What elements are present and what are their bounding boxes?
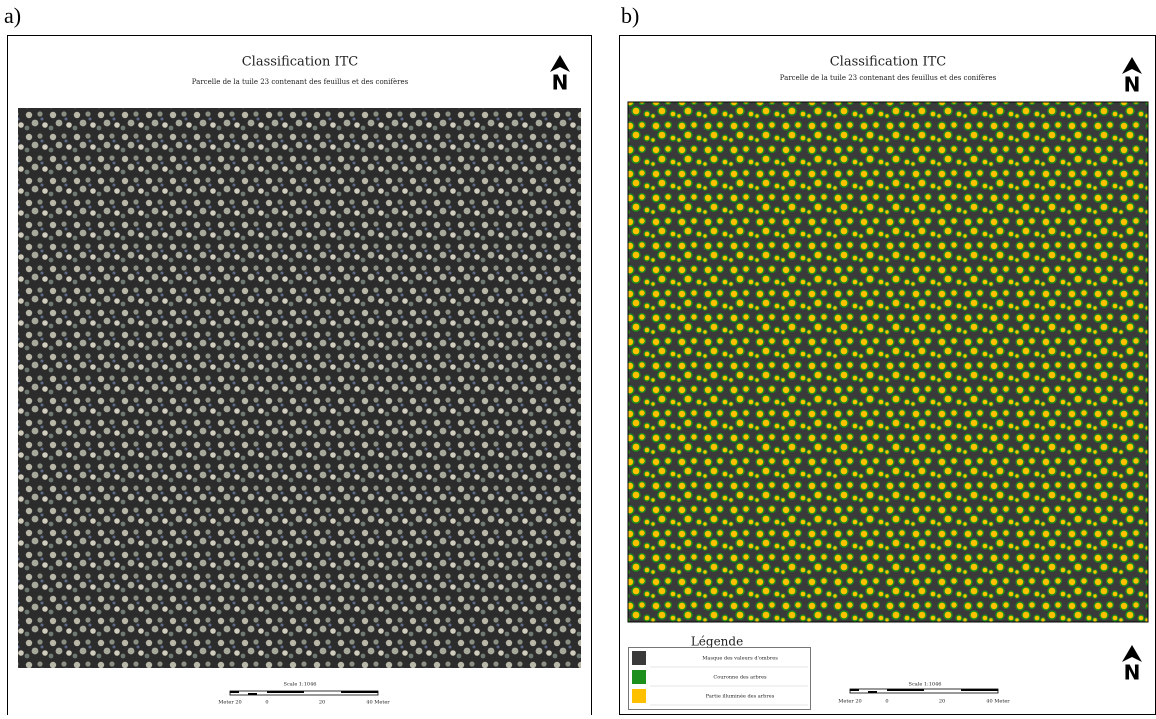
scale-label: Scale 1:1046 bbox=[909, 682, 942, 688]
scale-tick: 0 bbox=[885, 699, 888, 705]
north-label: N bbox=[552, 71, 569, 95]
figure: a) Classification ITC Parcelle de la tui… bbox=[0, 0, 1156, 715]
map-subtitle: Parcelle de la tuile 23 contenant des fe… bbox=[780, 74, 997, 82]
panel-label: b) bbox=[621, 3, 639, 28]
legend-swatch bbox=[632, 689, 646, 703]
north-label: N bbox=[1124, 73, 1141, 97]
legend-label: Partie illuminée des arbres bbox=[706, 693, 775, 700]
scale-tick: 20 bbox=[939, 699, 945, 705]
scale-tick: Meter 20 bbox=[838, 699, 861, 705]
legend-label: Masque des valeurs d'ombres bbox=[702, 656, 778, 662]
scale-tick: 40 Meter bbox=[986, 699, 1010, 705]
scale-bar bbox=[850, 689, 998, 693]
legend-label: Couronne des arbres bbox=[713, 675, 767, 681]
legend-title: Légende bbox=[691, 635, 743, 649]
legend-swatch bbox=[632, 670, 646, 684]
map-title: Classification ITC bbox=[242, 55, 359, 70]
legend-swatch bbox=[632, 651, 646, 665]
north-label: N bbox=[1124, 661, 1141, 685]
aerial-image bbox=[18, 108, 581, 668]
scale-tick: 40 Meter bbox=[366, 700, 390, 706]
scale-tick: 0 bbox=[265, 700, 268, 706]
map-title: Classification ITC bbox=[830, 55, 947, 70]
scale-bar bbox=[230, 691, 378, 695]
scale-tick: 20 bbox=[319, 700, 325, 706]
map-subtitle: Parcelle de la tuile 23 contenant des fe… bbox=[192, 78, 409, 86]
panel-label: a) bbox=[4, 3, 21, 28]
scale-tick: Meter 20 bbox=[218, 700, 241, 706]
classification-map bbox=[628, 102, 1148, 622]
scale-label: Scale 1:1046 bbox=[284, 682, 317, 688]
